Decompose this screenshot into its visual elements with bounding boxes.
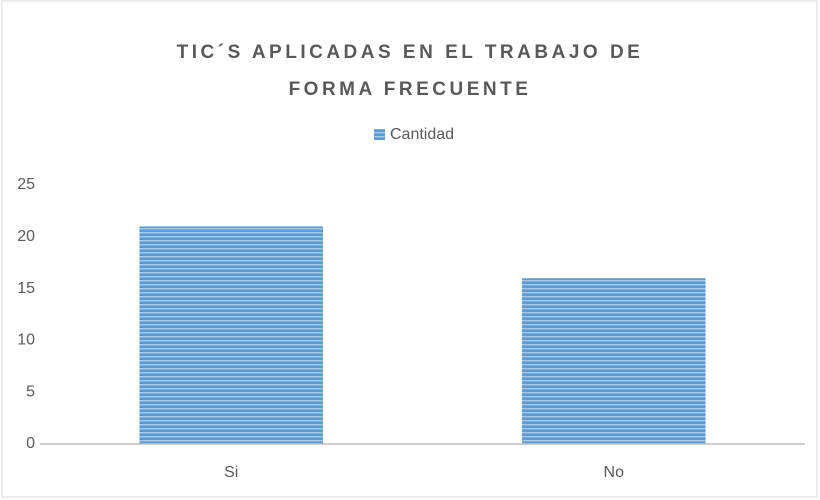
y-tick-label: 20 xyxy=(17,228,35,245)
y-tick-label: 0 xyxy=(26,435,35,452)
y-tick-label: 5 xyxy=(26,383,35,400)
legend-label: Cantidad xyxy=(390,126,454,143)
y-tick-label: 15 xyxy=(17,280,35,297)
bar xyxy=(521,278,706,444)
x-tick-label: Si xyxy=(224,464,238,481)
legend-swatch xyxy=(374,129,385,140)
bar xyxy=(139,226,324,444)
x-tick-label: No xyxy=(604,464,625,481)
chart-title: TIC´S APLICADAS EN EL TRABAJO DE FORMA F… xyxy=(176,42,644,100)
y-tick-label: 25 xyxy=(17,176,35,193)
y-tick-label: 10 xyxy=(17,332,35,349)
